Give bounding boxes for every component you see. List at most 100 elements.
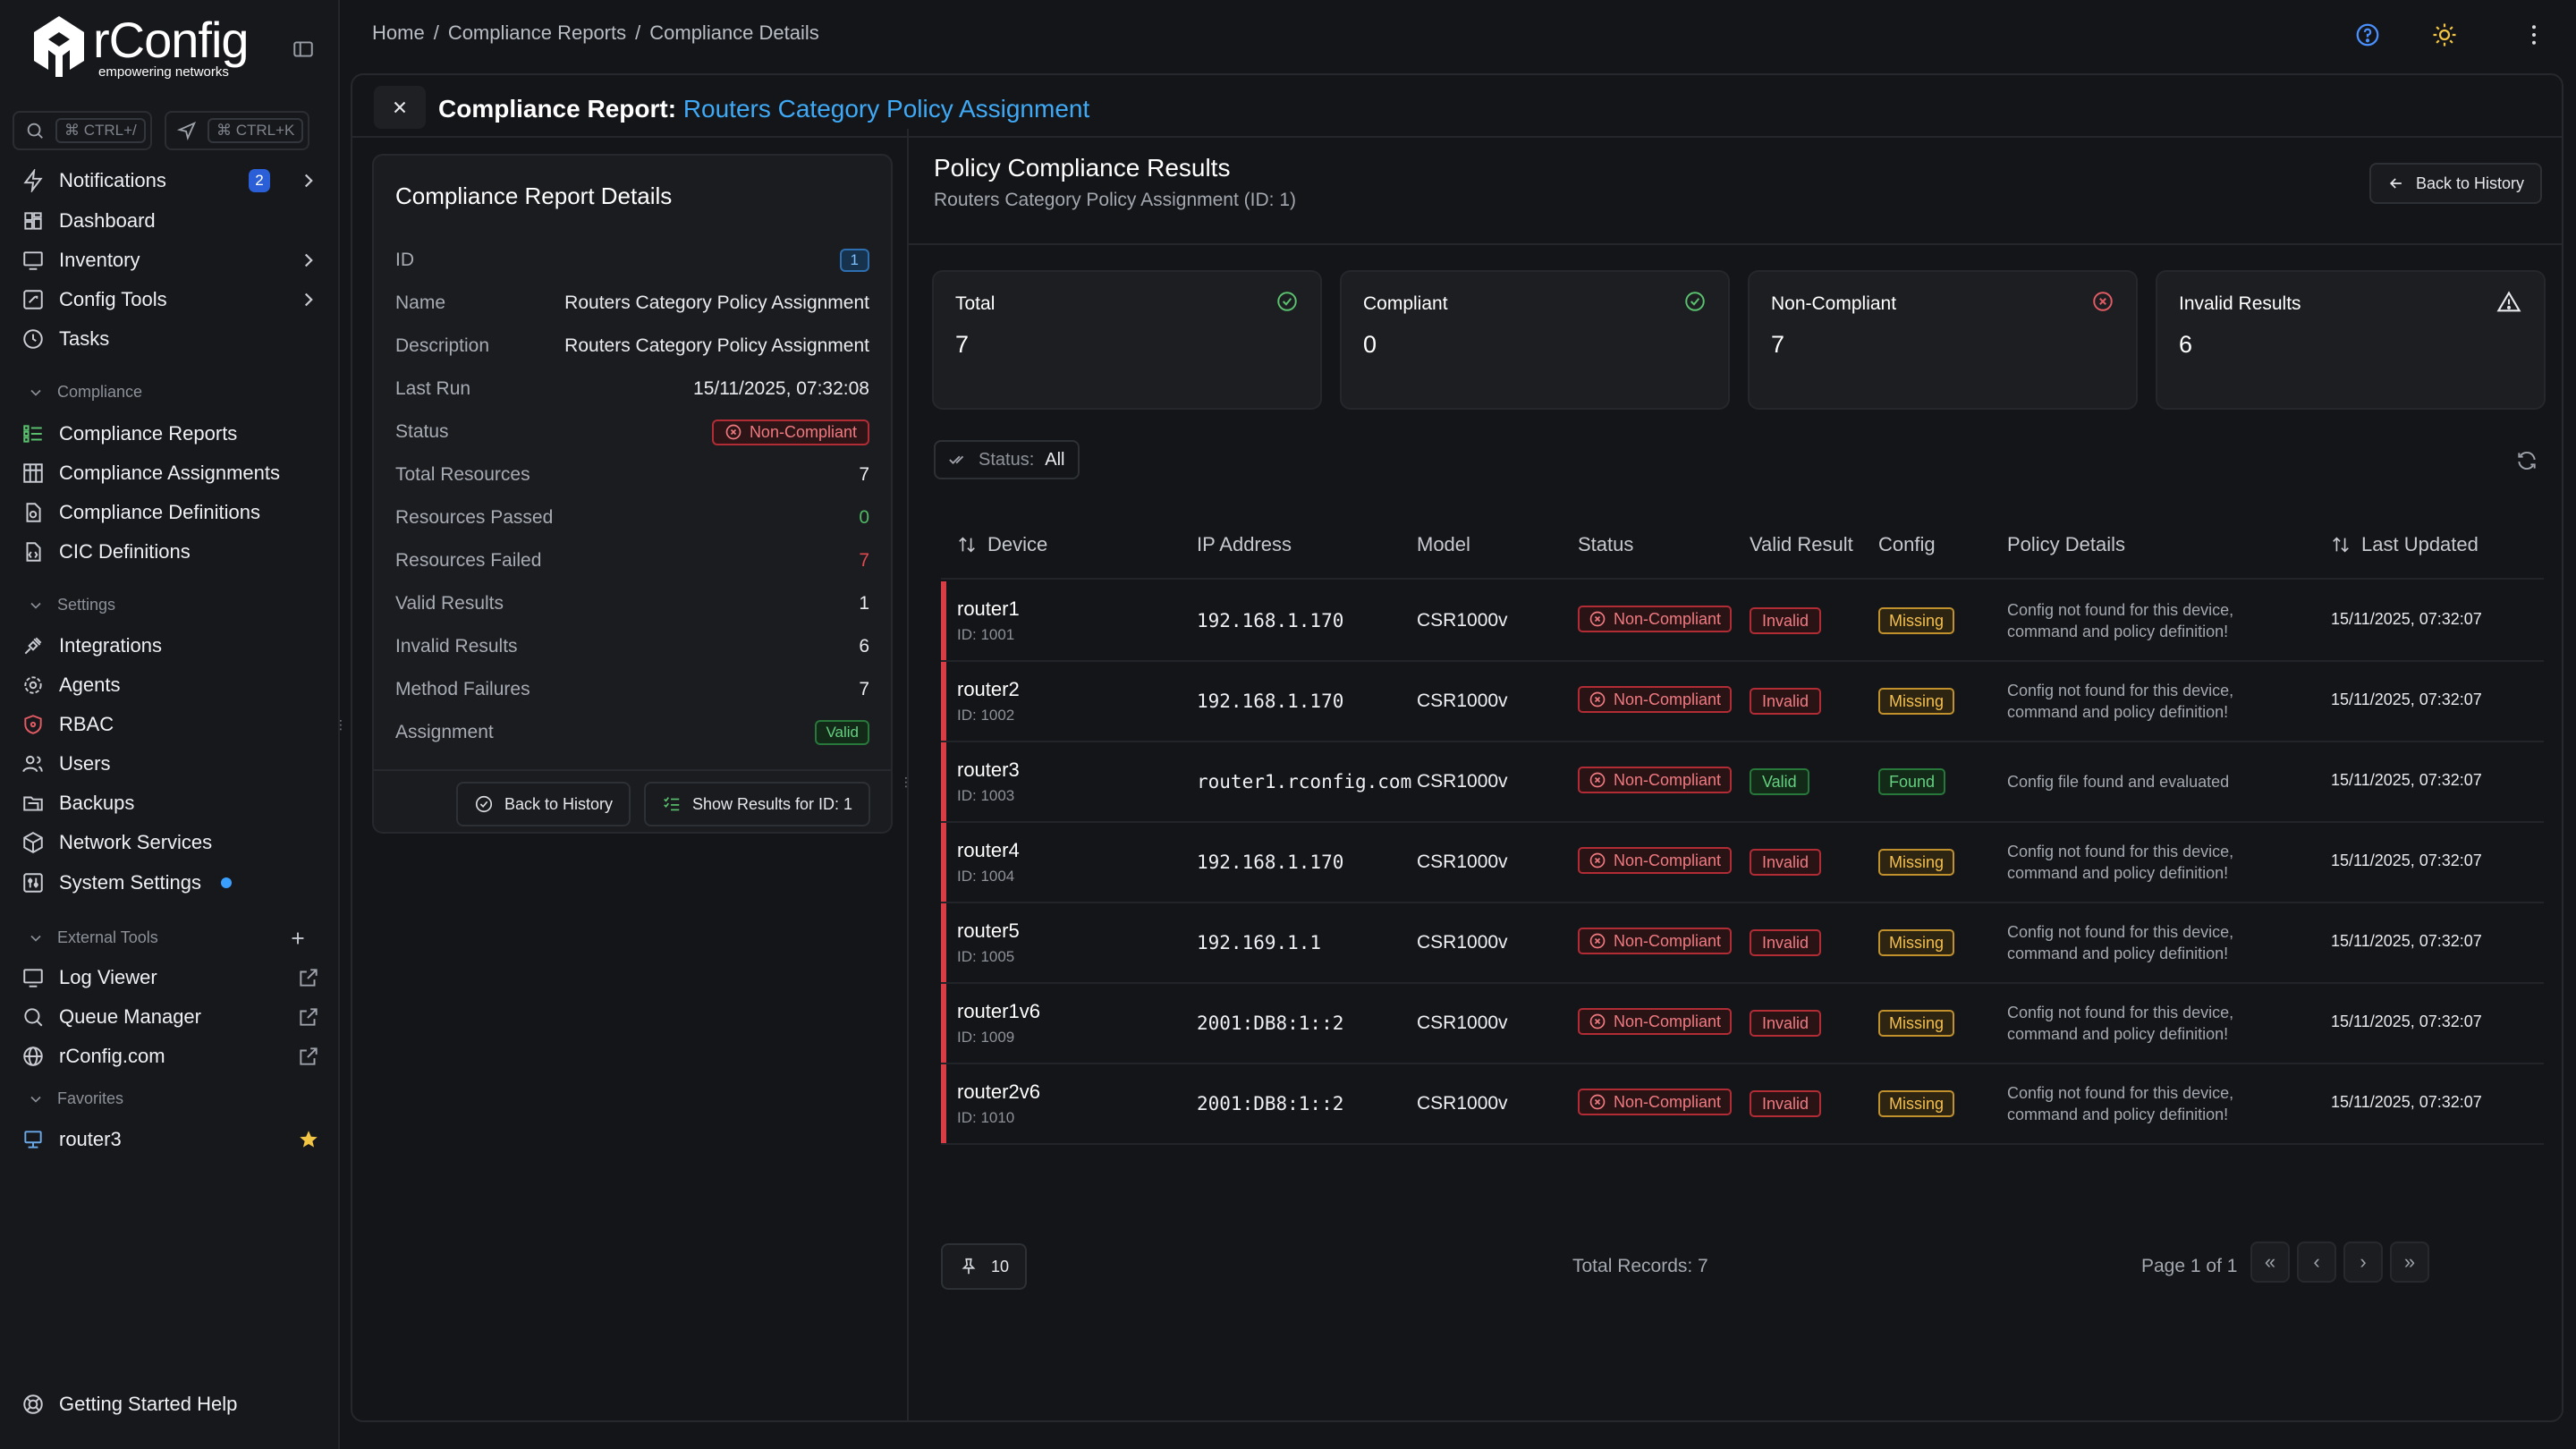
- favorites-section-toggle[interactable]: Favorites: [27, 1089, 123, 1108]
- sidebar-item-favorite-router3[interactable]: router3: [21, 1122, 320, 1157]
- history-icon: [475, 795, 493, 813]
- page-title-link[interactable]: Routers Category Policy Assignment: [682, 95, 1090, 123]
- filter-label: Status:: [979, 449, 1035, 470]
- model: CSR1000v: [1417, 771, 1508, 792]
- panel-resize-handle[interactable]: ⋮: [900, 775, 912, 789]
- plug-icon: [24, 637, 42, 655]
- breadcrumb-compliance-reports[interactable]: Compliance Reports: [447, 21, 627, 44]
- settings-section-toggle[interactable]: Settings: [27, 596, 115, 614]
- table-row[interactable]: router2v6 ID: 1010 2001:DB8:1::2 CSR1000…: [941, 1064, 2544, 1145]
- column-header-label: Last Updated: [2361, 533, 2479, 555]
- breadcrumb-home[interactable]: Home: [372, 21, 425, 44]
- chevron-down-icon: [30, 935, 41, 942]
- status-badge: Non-Compliant: [1578, 767, 1733, 793]
- details-divider: [374, 769, 891, 771]
- sidebar-item-rbac[interactable]: RBAC: [21, 707, 320, 742]
- sidebar-item-cic-definitions[interactable]: CIC Definitions: [21, 534, 320, 570]
- table-row[interactable]: router4 ID: 1004 192.168.1.170 CSR1000v …: [941, 823, 2544, 903]
- sidebar-item-compliance-assignments[interactable]: Compliance Assignments: [21, 455, 320, 491]
- sidebar-item-backups[interactable]: Backups: [21, 785, 320, 821]
- bolt-icon: [23, 169, 43, 192]
- detail-row-method-failures: Method Failures 7: [395, 676, 869, 703]
- sidebar-item-log-viewer[interactable]: Log Viewer: [21, 960, 320, 996]
- brand-logo[interactable]: rConfig empowering networks: [30, 14, 250, 80]
- close-report-button[interactable]: [374, 86, 426, 129]
- detail-row-last-run: Last Run 15/11/2025, 07:32:08: [395, 376, 869, 402]
- help-icon[interactable]: [2354, 21, 2381, 48]
- column-header-last-updated[interactable]: Last Updated: [2331, 533, 2479, 556]
- status-filter-button[interactable]: Status: All: [934, 440, 1080, 479]
- external-tools-section-toggle[interactable]: External Tools: [27, 928, 313, 947]
- table-row[interactable]: router2 ID: 1002 192.168.1.170 CSR1000v …: [941, 662, 2544, 742]
- x-circle-icon: [1589, 1013, 1606, 1030]
- search-button[interactable]: ⌘ CTRL+/: [13, 111, 152, 150]
- sidebar-item-tasks[interactable]: Tasks: [21, 321, 320, 357]
- device-name[interactable]: router3: [957, 758, 1020, 781]
- section-heading: External Tools: [57, 928, 158, 946]
- sidebar-item-label: router3: [59, 1128, 122, 1150]
- table-row[interactable]: router3 ID: 1003 router1.rconfig.com CSR…: [941, 742, 2544, 823]
- device-name[interactable]: router2v6: [957, 1080, 1040, 1103]
- compliance-section-toggle[interactable]: Compliance: [27, 383, 142, 402]
- detail-label: Status: [395, 421, 449, 442]
- table-row[interactable]: router5 ID: 1005 192.169.1.1 CSR1000v No…: [941, 903, 2544, 984]
- refresh-icon[interactable]: [2515, 449, 2538, 472]
- sidebar-item-users[interactable]: Users: [21, 746, 320, 782]
- sidebar-item-label: Compliance Reports: [59, 422, 238, 445]
- sidebar-item-notifications[interactable]: Notifications 2: [21, 163, 320, 199]
- table-row[interactable]: router1 ID: 1001 192.168.1.170 CSR1000v …: [941, 581, 2544, 662]
- sidebar-resize-handle[interactable]: ⋮: [335, 717, 347, 732]
- last-updated: 15/11/2025, 07:32:07: [2331, 1093, 2482, 1111]
- sidebar-item-config-tools[interactable]: Config Tools: [21, 282, 320, 318]
- sidebar-item-agents[interactable]: Agents: [21, 667, 320, 703]
- star-icon[interactable]: [297, 1128, 320, 1151]
- external-link-icon: [300, 1008, 318, 1026]
- device-id: ID: 1010: [957, 1109, 1015, 1126]
- prev-page-button[interactable]: ‹: [2297, 1241, 2336, 1283]
- status-label: Non-Compliant: [1614, 931, 1722, 950]
- sidebar-item-integrations[interactable]: Integrations: [21, 628, 320, 664]
- show-results-button[interactable]: Show Results for ID: 1: [644, 782, 871, 826]
- page-size-button[interactable]: 10: [941, 1243, 1028, 1290]
- last-page-button[interactable]: »: [2390, 1241, 2429, 1283]
- column-header-label: Config: [1878, 533, 1936, 555]
- plus-icon[interactable]: [288, 928, 308, 948]
- back-to-history-top-button[interactable]: Back to History: [2368, 163, 2542, 204]
- sidebar-item-compliance-reports[interactable]: Compliance Reports: [21, 416, 320, 452]
- device-id: ID: 1004: [957, 868, 1015, 885]
- device-name[interactable]: router5: [957, 919, 1020, 942]
- sidebar-item-queue-manager[interactable]: Queue Manager: [21, 999, 320, 1035]
- ip-address: 192.169.1.1: [1197, 932, 1322, 953]
- column-header-valid-result: Valid Result: [1750, 533, 1853, 556]
- command-palette-button[interactable]: ⌘ CTRL+K: [165, 111, 309, 150]
- sidebar-item-dashboard[interactable]: Dashboard: [21, 203, 320, 239]
- model: CSR1000v: [1417, 691, 1508, 711]
- first-page-button[interactable]: «: [2250, 1241, 2290, 1283]
- table-row[interactable]: router1v6 ID: 1009 2001:DB8:1::2 CSR1000…: [941, 984, 2544, 1064]
- config-badge: Missing: [1878, 929, 1955, 956]
- sidebar-item-rconfig-com[interactable]: rConfig.com: [21, 1038, 320, 1074]
- theme-toggle-sun-icon[interactable]: [2431, 21, 2458, 48]
- device-name[interactable]: router4: [957, 839, 1020, 861]
- sidebar-item-inventory[interactable]: Inventory: [21, 242, 320, 278]
- last-updated: 15/11/2025, 07:32:07: [2331, 852, 2482, 869]
- getting-started-help-link[interactable]: Getting Started Help: [21, 1386, 320, 1422]
- more-options-icon[interactable]: [2521, 21, 2547, 48]
- device-name[interactable]: router1: [957, 597, 1020, 620]
- sidebar-item-label: Network Services: [59, 831, 213, 853]
- chevrons-right-icon: »: [2403, 1250, 2416, 1273]
- detail-value: 15/11/2025, 07:32:08: [693, 378, 869, 399]
- next-page-button[interactable]: ›: [2343, 1241, 2383, 1283]
- sidebar-item-system-settings[interactable]: System Settings: [21, 865, 320, 901]
- collapse-sidebar-icon[interactable]: [292, 38, 315, 61]
- sidebar-item-compliance-definitions[interactable]: Compliance Definitions: [21, 495, 320, 530]
- sidebar-item-label: Queue Manager: [59, 1005, 201, 1028]
- sidebar-item-network-services[interactable]: Network Services: [21, 825, 320, 860]
- last-updated: 15/11/2025, 07:32:07: [2331, 691, 2482, 708]
- column-header-device[interactable]: Device: [957, 533, 1047, 556]
- device-name[interactable]: router1v6: [957, 1000, 1040, 1022]
- device-name[interactable]: router2: [957, 678, 1020, 700]
- valid-result-badge: Invalid: [1750, 1090, 1822, 1117]
- chevrons-left-icon: «: [2264, 1250, 2276, 1273]
- back-to-history-button[interactable]: Back to History: [456, 782, 631, 826]
